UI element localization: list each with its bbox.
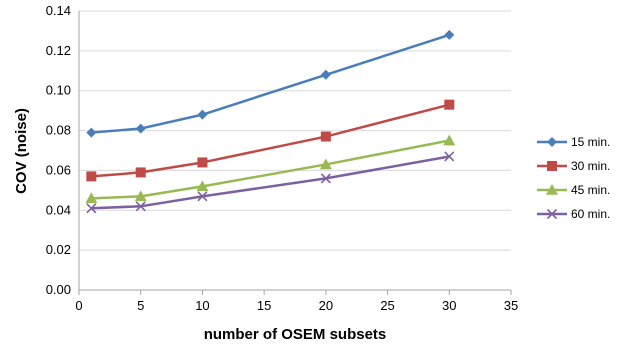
data-point [320, 69, 331, 80]
data-point-stroke [197, 191, 208, 202]
legend-marker [546, 208, 558, 220]
legend-marker [547, 137, 557, 147]
gridlines [79, 10, 511, 251]
data-point [197, 157, 208, 168]
series-3 [85, 134, 456, 204]
legend-marker [547, 161, 557, 171]
data-point [86, 203, 97, 214]
x-tick-label: 0 [75, 298, 82, 313]
legend-label: 15 min. [571, 135, 610, 149]
data-point [196, 180, 209, 192]
data-point [320, 131, 331, 142]
legend-marker-stroke [546, 208, 558, 220]
y-tick-label: 0.14 [46, 3, 71, 18]
legend-item: 60 min. [537, 207, 610, 221]
y-tick-label: 0.00 [46, 282, 71, 297]
legend-item: 15 min. [537, 135, 610, 149]
data-point [444, 29, 455, 40]
y-tick-label: 0.12 [46, 43, 71, 58]
y-tick-label: 0.10 [46, 83, 71, 98]
x-tick-label: 25 [380, 298, 394, 313]
data-point [135, 123, 146, 134]
data-point [86, 127, 97, 138]
data-point [86, 171, 97, 182]
series-group [85, 29, 456, 214]
x-tick-label: 20 [319, 298, 333, 313]
y-tick-label: 0.08 [46, 123, 71, 138]
data-point [197, 109, 208, 120]
y-tick-label: 0.04 [46, 202, 71, 217]
legend-marker [546, 184, 558, 195]
data-point-stroke [86, 203, 97, 214]
data-point [134, 190, 147, 202]
series-4 [86, 151, 455, 214]
axes: 0.00 0.02 0.04 0.06 0.08 0.10 0.12 0.14 0 5 10 15 20… [46, 3, 519, 313]
x-tick-label: 15 [257, 298, 271, 313]
legend-label: 45 min. [571, 183, 610, 197]
data-point-stroke [444, 151, 455, 162]
data-point [135, 167, 146, 178]
data-point [444, 99, 455, 110]
legend-item: 30 min. [537, 159, 610, 173]
legend-label: 30 min. [571, 159, 610, 173]
data-point-stroke [320, 173, 331, 184]
x-tick-label: 30 [442, 298, 456, 313]
data-point [85, 192, 98, 204]
x-tick-label: 10 [195, 298, 209, 313]
data-point [443, 134, 456, 146]
x-tick-label: 5 [137, 298, 144, 313]
data-point [319, 158, 332, 170]
y-tick-label: 0.06 [46, 162, 71, 177]
x-tick-label: 35 [504, 298, 518, 313]
legend-item: 45 min. [537, 183, 610, 197]
legend: 15 min. 30 min. 45 min. 60 min. [537, 135, 610, 221]
data-point-stroke [135, 201, 146, 212]
data-point [197, 191, 208, 202]
series-2 [86, 99, 455, 182]
y-axis-title: COV (noise) [13, 108, 30, 194]
legend-label: 60 min. [571, 207, 610, 221]
data-point [135, 201, 146, 212]
data-point [444, 151, 455, 162]
y-tick-label: 0.02 [46, 242, 71, 257]
x-axis-title: number of OSEM subsets [204, 326, 387, 343]
series-1 [86, 29, 455, 138]
data-point [320, 173, 331, 184]
